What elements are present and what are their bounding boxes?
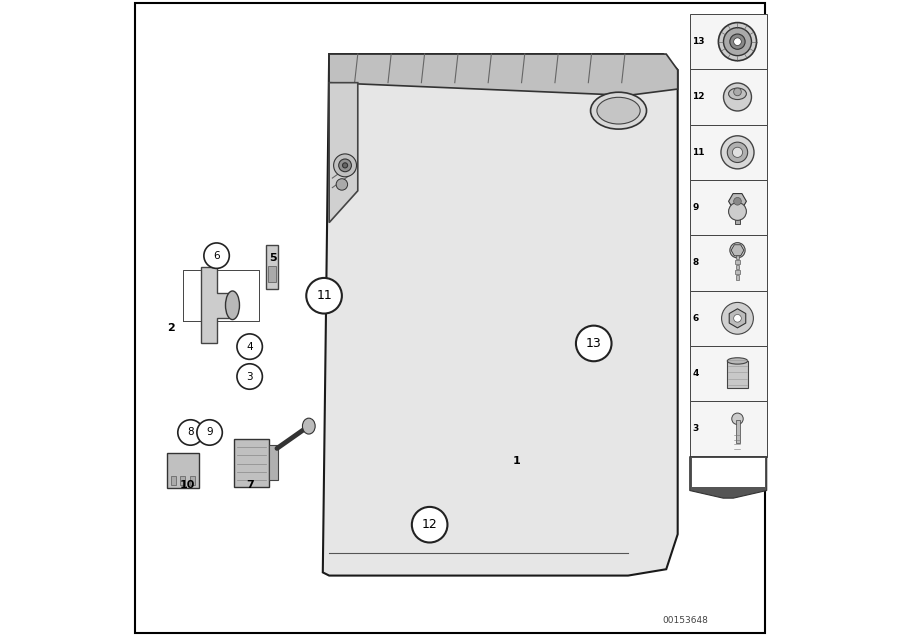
Circle shape [730,34,745,49]
Polygon shape [266,245,278,289]
Bar [689,401,767,457]
Bar [689,69,767,125]
Circle shape [412,507,447,543]
Bar [180,476,185,485]
Text: 00153648: 00153648 [662,616,708,625]
Text: 13: 13 [586,337,601,350]
Ellipse shape [226,291,239,319]
Bar [689,125,767,180]
Text: 8: 8 [187,427,194,438]
Circle shape [734,197,742,205]
Text: 3: 3 [692,424,698,434]
Ellipse shape [597,97,640,124]
Polygon shape [329,54,678,95]
Bar [735,265,740,270]
Polygon shape [329,83,358,223]
Text: 4: 4 [247,342,253,352]
Circle shape [178,420,203,445]
Bar [171,476,176,485]
Text: 11: 11 [316,289,332,302]
Circle shape [722,303,753,334]
Text: 4: 4 [692,369,698,378]
Circle shape [734,314,742,322]
Text: 6: 6 [692,314,698,323]
Bar [269,445,278,480]
Bar [689,291,767,346]
Polygon shape [689,457,767,498]
Bar [167,453,199,488]
Text: 12: 12 [692,92,705,102]
Ellipse shape [302,418,315,434]
FancyBboxPatch shape [135,3,765,633]
Circle shape [733,147,742,157]
Text: 13: 13 [692,37,705,46]
Bar [735,275,740,280]
Text: 5: 5 [269,252,277,263]
Bar [692,458,765,487]
Bar [735,420,740,443]
Polygon shape [729,193,746,209]
Text: 2: 2 [167,322,176,333]
Text: 3: 3 [247,371,253,382]
Bar [735,211,740,224]
Bar [190,476,195,485]
Polygon shape [731,245,743,256]
Circle shape [343,163,347,168]
Polygon shape [323,54,678,576]
Circle shape [237,334,263,359]
Polygon shape [729,308,746,328]
Text: 11: 11 [692,148,705,157]
Bar [735,254,740,259]
Circle shape [334,154,356,177]
Text: 9: 9 [692,203,698,212]
Circle shape [729,202,746,221]
Text: 1: 1 [513,456,521,466]
Text: 10: 10 [180,480,195,490]
Bar [234,439,269,487]
Circle shape [337,179,347,190]
Circle shape [204,243,230,268]
Circle shape [732,413,743,425]
Ellipse shape [727,357,748,364]
Bar [689,14,767,69]
Text: 8: 8 [692,258,698,268]
Circle shape [724,83,752,111]
Text: 7: 7 [246,480,254,490]
Circle shape [721,135,754,169]
Circle shape [306,278,342,314]
Circle shape [727,142,748,162]
Circle shape [730,242,745,258]
Bar [689,180,767,235]
Bar [735,270,740,274]
Circle shape [734,38,742,46]
Circle shape [724,27,752,55]
Circle shape [197,420,222,445]
Ellipse shape [590,92,646,129]
Text: 9: 9 [206,427,213,438]
Bar [689,235,767,291]
Circle shape [718,22,757,61]
Bar [689,346,767,401]
Circle shape [338,159,351,172]
Polygon shape [201,267,230,343]
Circle shape [576,326,611,361]
Bar [268,266,275,282]
Text: 6: 6 [213,251,220,261]
Ellipse shape [729,88,746,99]
Text: 12: 12 [422,518,437,531]
Circle shape [734,88,742,95]
Circle shape [237,364,263,389]
Bar [727,361,748,388]
Bar [735,259,740,265]
